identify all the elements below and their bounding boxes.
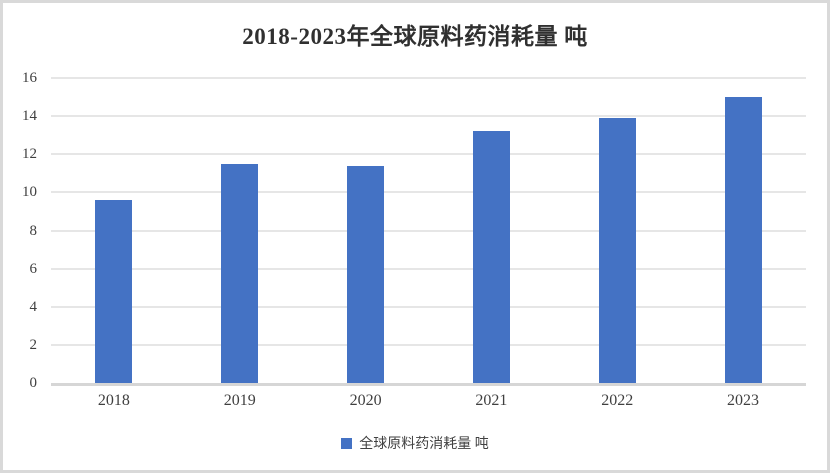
- gridline: [51, 153, 806, 156]
- y-axis-tick-label: 8: [29, 222, 38, 239]
- legend-swatch-icon: [341, 437, 353, 449]
- y-axis-tick-label: 2: [29, 336, 38, 353]
- gridline: [51, 191, 806, 194]
- legend: 全球原料药消耗量 吨: [3, 433, 827, 453]
- plot-area: [51, 77, 806, 386]
- bar-slot: [554, 78, 680, 383]
- bar-slot: [177, 78, 303, 383]
- x-axis-label: 2022: [601, 392, 634, 409]
- bar-2019: [221, 163, 259, 383]
- bar-2020: [347, 165, 385, 383]
- legend-label: 全球原料药消耗量 吨: [359, 437, 489, 452]
- gridline: [51, 115, 806, 118]
- x-axis-label: 2018: [97, 392, 130, 409]
- chart-title: 2018-2023年全球原料药消耗量 吨: [242, 24, 588, 49]
- x-axis-label: 2019: [223, 392, 256, 409]
- x-axis: 2018 2019 2020 2021 2022 2023: [51, 392, 806, 410]
- gridline: [51, 77, 806, 79]
- bar-2022: [598, 118, 636, 383]
- bar-2018: [95, 200, 133, 383]
- bar-slot: [680, 78, 806, 383]
- gridline: [51, 229, 806, 232]
- bar-slot: [303, 78, 429, 383]
- x-axis-label: 2020: [349, 392, 382, 409]
- x-axis-label: 2021: [475, 392, 508, 409]
- bar-slot: [51, 78, 177, 383]
- gridline: [51, 343, 806, 346]
- bar-series: [51, 78, 806, 383]
- y-axis: 0 2 4 6 8 10 12 14 16: [3, 70, 43, 391]
- x-axis-label: 2023: [727, 392, 760, 409]
- y-axis-tick-label: 4: [29, 298, 38, 315]
- y-axis-tick-label: 16: [22, 70, 37, 86]
- bar-2023: [724, 97, 762, 383]
- y-axis-tick-label: 0: [29, 375, 38, 391]
- gridline: [51, 267, 806, 270]
- bar-slot: [428, 78, 554, 383]
- y-axis-tick-label: 14: [22, 108, 37, 125]
- bar-2021: [472, 131, 510, 383]
- gridline: [51, 305, 806, 308]
- y-axis-tick-label: 6: [29, 260, 38, 277]
- y-axis-tick-label: 10: [22, 184, 37, 201]
- y-axis-tick-label: 12: [22, 146, 37, 163]
